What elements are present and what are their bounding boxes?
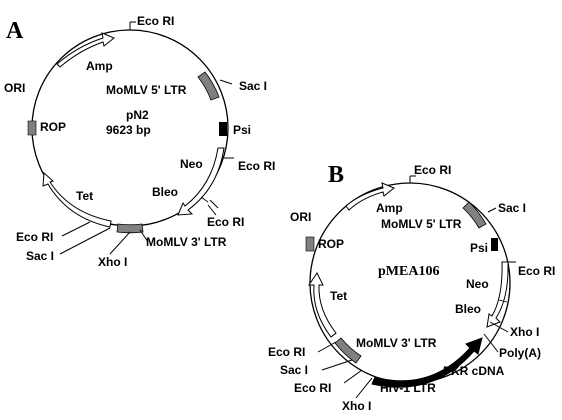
panel-a-3-ltr-leader [139, 229, 149, 243]
panel-a-eco-ri-lower-right-label: Eco RI [207, 215, 244, 229]
panel-a-eco-ri-lower-right-tick-2 [209, 199, 219, 209]
panel-a-5-ltr-box [197, 71, 220, 101]
panel-a-eco-ri-lower-right-tick [207, 204, 217, 216]
panel-b-bleo-label: Bleo [455, 302, 481, 316]
panel-a-bleo-label: Bleo [152, 185, 178, 199]
panel-b-eco-ri-right-label: Eco RI [518, 264, 555, 278]
panel-b-ori-label: ORI [290, 210, 311, 224]
panel-a-5-ltr-label: MoMLV 5' LTR [106, 83, 187, 97]
panel-b-5-ltr-label: MoMLV 5' LTR [381, 217, 462, 231]
panel-a-label: A [6, 18, 24, 44]
panel-b-plasmid-name: pMEA106 [378, 264, 439, 279]
panel-b-tet-label: Tet [330, 289, 347, 303]
panel-b-sac-i-right-label: Sac I [498, 201, 526, 215]
panel-b-xho-i-right-leader [489, 321, 509, 333]
panel-b-5-ltr-box [462, 201, 487, 229]
panel-b-pkr-cdna-arrow [371, 337, 483, 388]
panel-a-eco-ri-right-label: Eco RI [238, 159, 275, 173]
panel-a-eco-ri-left-leader [61, 221, 91, 237]
panel-b-eco-ri-top-label: Eco RI [414, 163, 451, 177]
panel-b-xho-i-bottom-label: Xho I [342, 399, 371, 413]
panel-a-ori-label: ORI [4, 81, 25, 95]
panel-b-3-ltr-label: MoMLV 3' LTR [356, 336, 437, 350]
panel-b-3-ltr-box [334, 337, 362, 364]
panel-b-poly-a-leader [483, 333, 499, 353]
panel-b-pkr-cdna-label: PKR cDNA [443, 364, 505, 378]
panel-b-eco-ri-left-2-leader [343, 369, 363, 384]
panel-a-3-ltr-label: MoMLV 3' LTR [146, 235, 227, 249]
panel-a-3-ltr-box [116, 223, 144, 234]
panel-b-tet-arrow [308, 272, 337, 338]
panel-b-amp-label: Amp [376, 201, 403, 215]
panel-a-sac-i-left-leader [59, 227, 111, 255]
panel-b-sac-i-left-leader [321, 359, 353, 371]
panel-b-sac-i-left-label: Sac I [280, 363, 308, 377]
panel-a-sac-i-left-label: Sac I [26, 249, 54, 263]
panel-b-label: B [328, 162, 344, 188]
panel-b-psi-box [491, 238, 498, 251]
panel-b-amp-arrow [345, 182, 395, 211]
panel-a-neo-bleo-arrow [177, 147, 225, 216]
panel-a-tet-label: Tet [76, 189, 93, 203]
panel-b-neo-bleo-divider [498, 299, 508, 303]
panel-a-eco-ri-left-label: Eco RI [16, 230, 53, 244]
panel-a-amp-label: Amp [86, 59, 113, 73]
panel-a-rop-label: ROP [40, 120, 66, 134]
panel-b-hiv-1-ltr-label: HIV-1 LTR [380, 381, 436, 395]
panel-a-psi-label: Psi [233, 123, 251, 137]
panel-a-plasmid-size: 9623 bp [106, 123, 151, 137]
panel-a-tet-arrow [42, 171, 112, 228]
panel-b-eco-ri-left-1-leader [317, 341, 337, 353]
panel-a-psi-box [219, 122, 227, 136]
panel-a: A Eco RI Amp ORI ROP MoMLV 5' [4, 14, 275, 269]
panel-b-xho-i-right-label: Xho I [510, 325, 539, 339]
panel-b: B Eco RI Amp Sac I MoMLV [268, 162, 555, 413]
panel-a-neo-label: Neo [180, 157, 203, 171]
panel-a-amp-arrow [56, 32, 115, 68]
panel-a-sac-i-right-leader [219, 79, 233, 85]
panel-a-plasmid-name: pN2 [126, 108, 149, 122]
panel-a-neo-bleo-divider [200, 196, 209, 203]
panel-a-xho-i-leader [109, 231, 131, 255]
panel-a-sac-i-right-label: Sac I [239, 79, 267, 93]
panel-b-rop-box [305, 236, 315, 252]
panel-b-psi-label: Psi [470, 241, 488, 255]
panel-b-xho-i-bottom-leader [355, 377, 373, 399]
panel-b-eco-ri-left-2-label: Eco RI [294, 381, 331, 395]
panel-b-neo-label: Neo [466, 277, 489, 291]
panel-b-sac-i-right-leader [487, 207, 497, 213]
panel-a-eco-ri-top-label: Eco RI [137, 14, 174, 28]
panel-b-neo-bleo-arrow [486, 261, 509, 328]
panel-a-xho-i-label: Xho I [98, 255, 127, 269]
panel-b-eco-ri-left-1-label: Eco RI [268, 345, 305, 359]
panel-a-rop-box [27, 120, 37, 136]
panel-b-poly-a-label: Poly(A) [499, 346, 541, 360]
panel-b-rop-label: ROP [318, 237, 344, 251]
